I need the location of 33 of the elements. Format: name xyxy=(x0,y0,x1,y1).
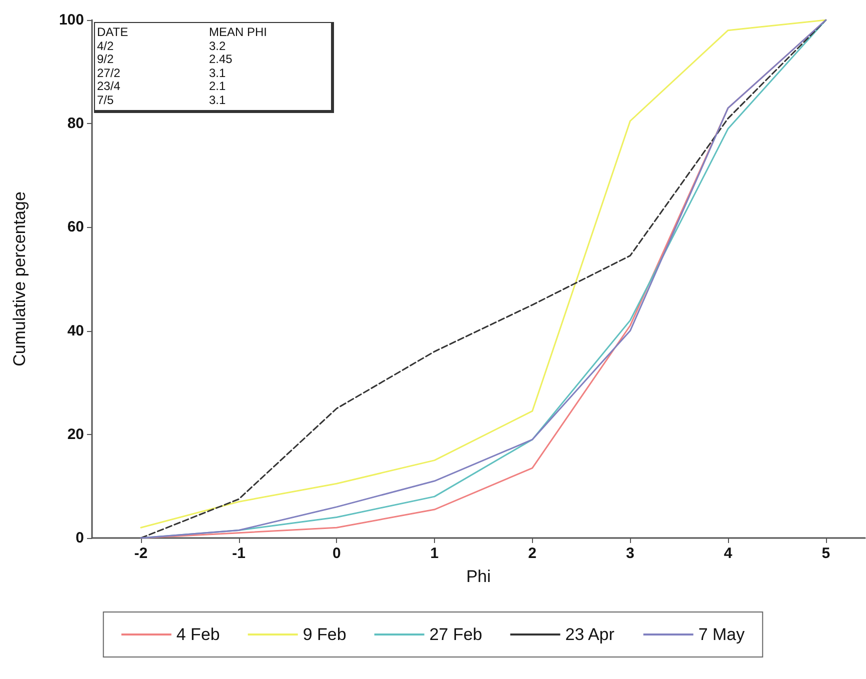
legend-label: 27 Feb xyxy=(429,625,482,644)
annotation: 3.1 xyxy=(209,66,227,80)
x-tick-label: 1 xyxy=(430,545,439,562)
y-tick-label: 60 xyxy=(67,218,84,236)
legend-label: 9 Feb xyxy=(302,625,346,644)
x-tick-label: -2 xyxy=(134,545,148,562)
x-tick-label: 3 xyxy=(626,545,634,562)
annotation: 23/4 xyxy=(97,79,122,94)
y-tick-label: 0 xyxy=(76,530,84,546)
annotation: DATE xyxy=(97,25,130,40)
annotation: 2.1 xyxy=(209,79,227,94)
x-tick-label: 0 xyxy=(332,545,341,562)
annotation: 3.1 xyxy=(209,92,227,107)
annotation: 4/2 xyxy=(97,38,115,53)
legend-label: 7 May xyxy=(698,625,746,644)
x-tick-label: 4 xyxy=(724,545,733,562)
y-tick-label: 20 xyxy=(67,426,84,443)
annotation: 3.2 xyxy=(209,38,227,53)
y-axis-title: Cumulative percentage xyxy=(10,192,29,366)
x-tick-label: 5 xyxy=(822,545,830,562)
legend-label: 23 Apr xyxy=(565,625,615,644)
legend-label: 4 Feb xyxy=(176,625,220,644)
annotation: 7/5 xyxy=(97,92,115,107)
x-tick-label: -1 xyxy=(232,545,246,562)
y-tick-label: 80 xyxy=(67,115,84,132)
annotation: 27/2 xyxy=(97,66,122,80)
x-axis-title: Phi xyxy=(466,567,491,586)
y-tick-label: 100 xyxy=(58,12,84,28)
annotation: 9/2 xyxy=(97,52,115,66)
annotation: 2.45 xyxy=(209,52,234,66)
annotation: MEAN PHI xyxy=(209,25,268,40)
y-tick-label: 40 xyxy=(67,322,84,340)
x-tick-label: 2 xyxy=(528,545,536,562)
